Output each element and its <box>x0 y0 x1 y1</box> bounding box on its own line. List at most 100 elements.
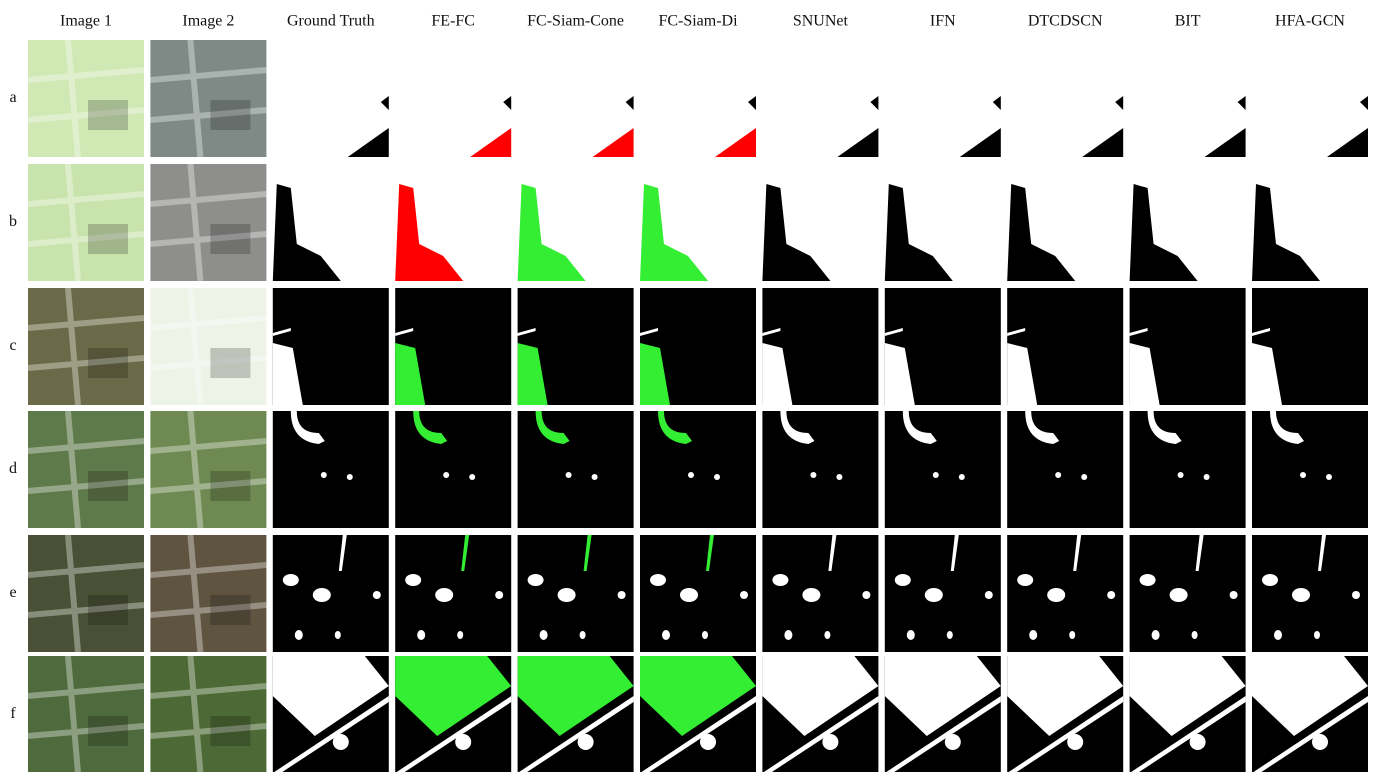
mask-image <box>640 288 756 405</box>
mask-image <box>273 288 389 405</box>
mask-image <box>885 164 1001 281</box>
mask-image <box>640 164 756 281</box>
mask-bg <box>762 40 878 157</box>
mask-shape <box>435 588 453 602</box>
mask-image <box>762 535 878 652</box>
mask-shape <box>1292 588 1310 602</box>
mask-shape <box>945 734 961 750</box>
mask-shape <box>1029 630 1037 640</box>
column-header: BIT <box>1175 13 1201 30</box>
mask-image <box>1007 656 1123 772</box>
mask-shape <box>443 472 449 478</box>
row-label: a <box>9 89 16 106</box>
mask-shape <box>1274 630 1282 640</box>
mask-shape <box>1178 472 1184 478</box>
mask-shape <box>1314 631 1320 639</box>
mask-image <box>885 288 1001 405</box>
mask-shape <box>1140 574 1156 586</box>
mask-image <box>640 411 756 528</box>
mask-shape <box>455 734 471 750</box>
mask-shape <box>528 574 544 586</box>
photo-patch <box>210 100 250 130</box>
mask-image <box>640 535 756 652</box>
mask-shape <box>680 588 698 602</box>
mask-shape <box>558 588 576 602</box>
mask-shape <box>895 574 911 586</box>
mask-shape <box>1352 591 1360 599</box>
mask-shape <box>578 734 594 750</box>
mask-bg <box>1007 411 1123 528</box>
figure: Image 1Image 2Ground TruthFE-FCFC-Siam-C… <box>0 0 1378 772</box>
mask-shape <box>566 472 572 478</box>
mask-image <box>885 411 1001 528</box>
mask-image <box>1130 288 1246 405</box>
mask-bg <box>885 40 1001 157</box>
mask-image <box>1130 40 1246 157</box>
photo <box>28 411 144 528</box>
mask-bg <box>1007 535 1123 652</box>
photo-patch <box>210 348 250 378</box>
row-label: d <box>9 460 17 477</box>
mask-image <box>395 535 511 652</box>
mask-bg <box>1252 411 1368 528</box>
mask-image <box>273 40 389 157</box>
mask-shape <box>810 472 816 478</box>
column-header: Image 2 <box>182 13 234 30</box>
mask-shape <box>373 591 381 599</box>
row-label: b <box>9 213 17 230</box>
mask-bg <box>1252 40 1368 157</box>
mask-shape <box>1152 630 1160 640</box>
mask-image <box>640 656 756 772</box>
page: {"columns": ["Image 1", "Image 2", "Grou… <box>0 0 1378 772</box>
mask-image <box>762 288 878 405</box>
mask-bg <box>395 535 511 652</box>
mask-image <box>1007 164 1123 281</box>
mask-image <box>518 288 634 405</box>
mask-shape <box>333 734 349 750</box>
mask-shape <box>1190 734 1206 750</box>
mask-image <box>1252 40 1368 157</box>
input-image <box>150 40 266 157</box>
mask-bg <box>273 40 389 157</box>
mask-bg <box>885 411 1001 528</box>
mask-shape <box>457 631 463 639</box>
input-image <box>150 656 266 772</box>
mask-image <box>1007 535 1123 652</box>
mask-image <box>273 411 389 528</box>
mask-bg <box>395 411 511 528</box>
photo <box>28 40 144 157</box>
mask-shape <box>862 591 870 599</box>
input-image <box>28 40 144 157</box>
photo <box>150 288 266 405</box>
mask-bg <box>762 411 878 528</box>
mask-image <box>273 164 389 281</box>
mask-image <box>518 411 634 528</box>
input-image <box>28 535 144 652</box>
mask-shape <box>313 588 331 602</box>
photo-patch <box>210 224 250 254</box>
mask-shape <box>1170 588 1188 602</box>
mask-image <box>885 656 1001 772</box>
mask-bg <box>1130 535 1246 652</box>
input-image <box>150 288 266 405</box>
mask-shape <box>1069 631 1075 639</box>
photo-patch <box>210 595 250 625</box>
mask-image <box>762 40 878 157</box>
mask-shape <box>321 472 327 478</box>
input-image <box>150 535 266 652</box>
mask-shape <box>592 474 598 480</box>
mask-bg <box>1252 535 1368 652</box>
mask-shape <box>1262 574 1278 586</box>
mask-shape <box>907 630 915 640</box>
mask-shape <box>959 474 965 480</box>
mask-image <box>395 40 511 157</box>
mask-image <box>1007 40 1123 157</box>
column-header: Image 1 <box>60 13 112 30</box>
input-image <box>150 164 266 281</box>
mask-bg <box>518 411 634 528</box>
column-header: DTCDSCN <box>1028 13 1103 30</box>
mask-bg <box>762 535 878 652</box>
mask-shape <box>540 630 548 640</box>
photo <box>150 411 266 528</box>
mask-image <box>518 656 634 772</box>
